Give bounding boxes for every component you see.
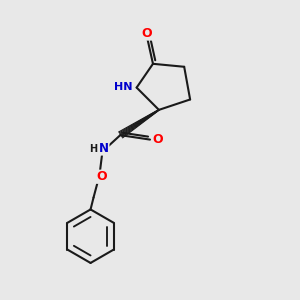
Text: HN: HN	[114, 82, 133, 92]
Text: H: H	[89, 143, 98, 154]
Text: N: N	[99, 142, 109, 155]
Text: O: O	[97, 170, 107, 183]
Text: O: O	[142, 27, 152, 40]
Text: O: O	[152, 133, 163, 146]
